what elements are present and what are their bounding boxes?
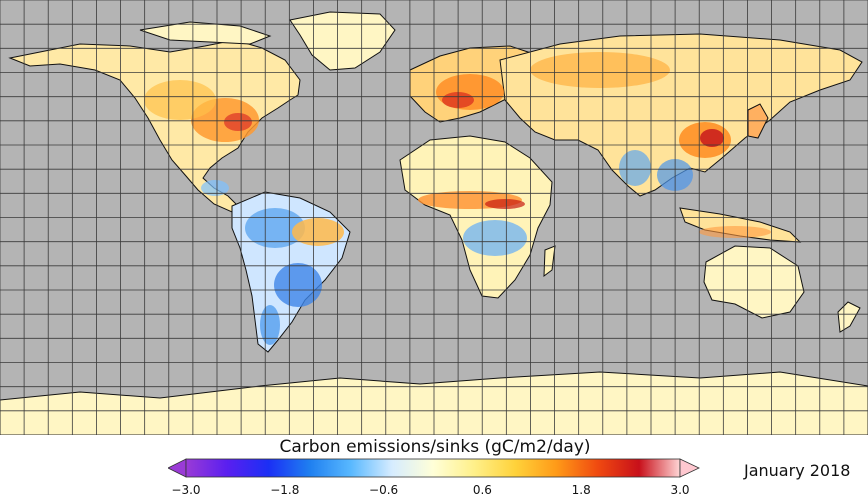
colorbar-tick-label: 0.6 [472,483,492,497]
central-america-sink [201,180,229,196]
colorbar-low-arrow [168,458,187,478]
sahel-red [485,199,525,209]
colorbar [168,458,700,478]
southeast-asia-islands [679,207,802,243]
madagascar [543,245,556,278]
colorbar-high-arrow [679,458,700,478]
colorbar-tick-label: −0.6 [369,483,399,497]
colorbar-gradient [185,458,681,478]
lat-lon-grid [0,0,868,435]
central-africa-sink [463,220,527,256]
map-canvas [0,0,868,435]
us-central-warm [144,80,216,120]
colorbar-tick-label: −3.0 [171,483,201,497]
russia-warm [530,52,670,88]
date-label: January 2018 [744,461,851,480]
indonesia-warm [699,226,771,238]
colorbar-tick-label: 1.8 [571,483,591,497]
china-red [700,129,724,147]
colorbar-tick-label: 3.0 [670,483,690,497]
africa [399,135,553,299]
colorbar-tick-label: −1.8 [270,483,300,497]
colorbar-title: Carbon emissions/sinks (gC/m2/day) [279,437,591,457]
amazon-sink [245,208,305,248]
brazil-south-sink [274,263,322,307]
australia [703,245,805,319]
brazil-east-source [292,218,344,246]
us-northeast-red [224,113,252,131]
greenland [289,11,396,71]
patagonia-sink [260,305,280,345]
world-map [0,0,868,435]
arctic-islands [139,21,272,45]
india-sink [619,150,651,186]
